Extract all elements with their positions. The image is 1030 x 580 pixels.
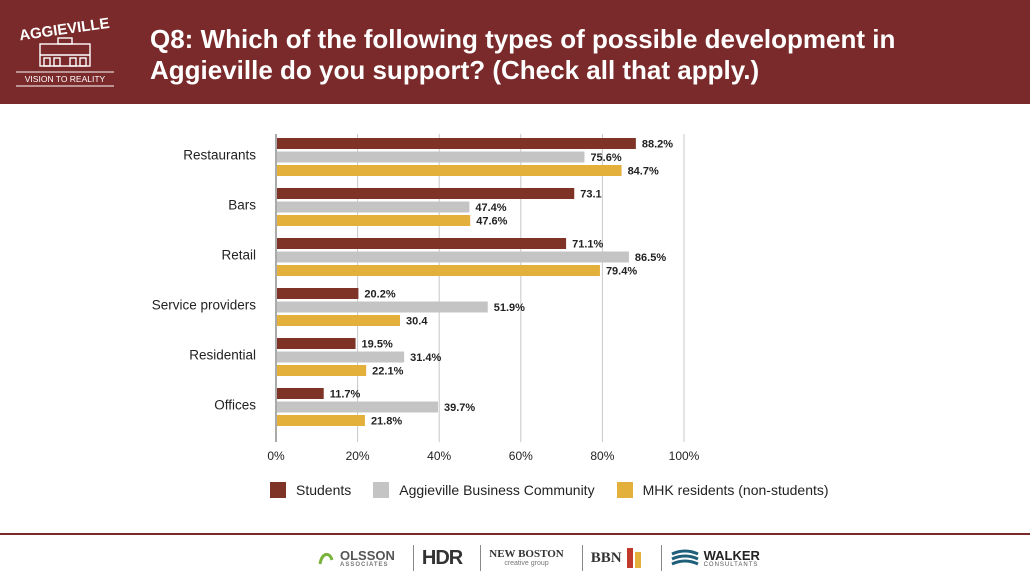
data-label: 11.7% [330,389,361,401]
footer-separator [412,545,414,571]
legend-item: MHK residents (non-students) [616,482,829,498]
data-label: 31.4% [410,352,441,364]
hdr-logo: HDR [421,546,463,569]
x-tick-label: 40% [427,449,451,463]
x-tick-label: 100% [669,449,700,463]
data-label: 88.2% [642,139,673,151]
bbn-logo: BBN [591,546,643,570]
bar-chart: 0% 20% 40% 60% 80% 100% Restaurants 88.2% 75.6% 8… [152,134,700,463]
bbn-mark-icon [626,548,641,568]
data-label: 47.4% [475,202,506,214]
bar [277,201,470,213]
olsson-mark-icon [318,553,334,565]
walker-mark-icon [670,549,699,566]
bar [277,351,405,363]
bar [277,315,401,326]
data-label: 75.6% [590,152,621,164]
data-label: 20.2% [364,289,395,301]
x-tick-label: 20% [346,449,370,463]
category-label: Service providers [152,298,257,313]
data-label: 79.4% [606,266,637,278]
data-label: 39.7% [444,402,475,414]
bar [277,338,356,349]
olsson-logo: OLSSON ASSOCIATES [318,549,395,568]
legend-swatch [373,482,390,498]
page-title: Q8: Which of the following types of poss… [150,24,896,85]
data-label: 19.5% [362,339,393,351]
data-label: 21.8% [371,416,402,428]
walker-logo: WALKER CONSULTANTS [670,546,760,570]
bar [277,251,629,263]
data-label: 47.6% [476,216,507,228]
category-label: Retail [221,248,256,263]
building-icon [39,37,91,67]
bar [277,415,365,426]
data-label: 51.9% [494,302,525,314]
bar [277,365,367,376]
legend-label: Aggieville Business Community [399,482,595,498]
bar [277,188,575,199]
new-boston-logo: NEW BOSTON creative group [489,548,564,568]
bar [277,401,438,413]
footer-separator [480,545,482,571]
bar [277,138,636,149]
legend-swatch [616,482,633,498]
x-tick-label: 80% [590,449,614,463]
footer-separator [581,545,583,571]
data-label: 30.4 [406,316,428,328]
data-label: 22.1% [372,366,403,378]
bar [277,151,585,163]
bar [277,238,567,249]
data-label: 84.7% [628,166,659,178]
category-label: Residential [189,348,256,363]
logo-wordmark: AGGIEVILLE [18,15,110,44]
header-bar: AGGIEVILLE VISION TO REALITY Q8: Which o… [0,0,1030,104]
data-label: 86.5% [635,252,666,264]
legend-label: MHK residents (non-students) [642,482,829,498]
x-tick-label: 60% [509,449,533,463]
bar [277,165,622,176]
category-label: Offices [214,398,256,413]
legend-item: Aggieville Business Community [373,482,595,498]
data-label: 71.1% [572,239,603,251]
legend-swatch [270,482,286,498]
footer-divider [0,533,1030,535]
bar [277,215,471,226]
chart-legend: Students Aggieville Business Community MHK… [270,482,851,498]
x-tick-label: 0% [267,449,285,463]
data-label: 73.1 [580,189,601,201]
bar [277,388,324,399]
aggieville-logo: AGGIEVILLE VISION TO REALITY [16,15,114,87]
legend-label: Students [296,482,352,498]
bar [277,288,359,299]
footer-logos: OLSSON ASSOCIATES HDR NEW BOSTON creativ… [318,540,770,576]
bar [277,301,488,313]
category-label: Restaurants [183,148,256,163]
logo-tagline: VISION TO REALITY [25,74,106,84]
footer-separator [660,545,662,571]
category-label: Bars [228,198,256,213]
legend-item: Students [270,482,351,498]
bar [277,265,600,276]
